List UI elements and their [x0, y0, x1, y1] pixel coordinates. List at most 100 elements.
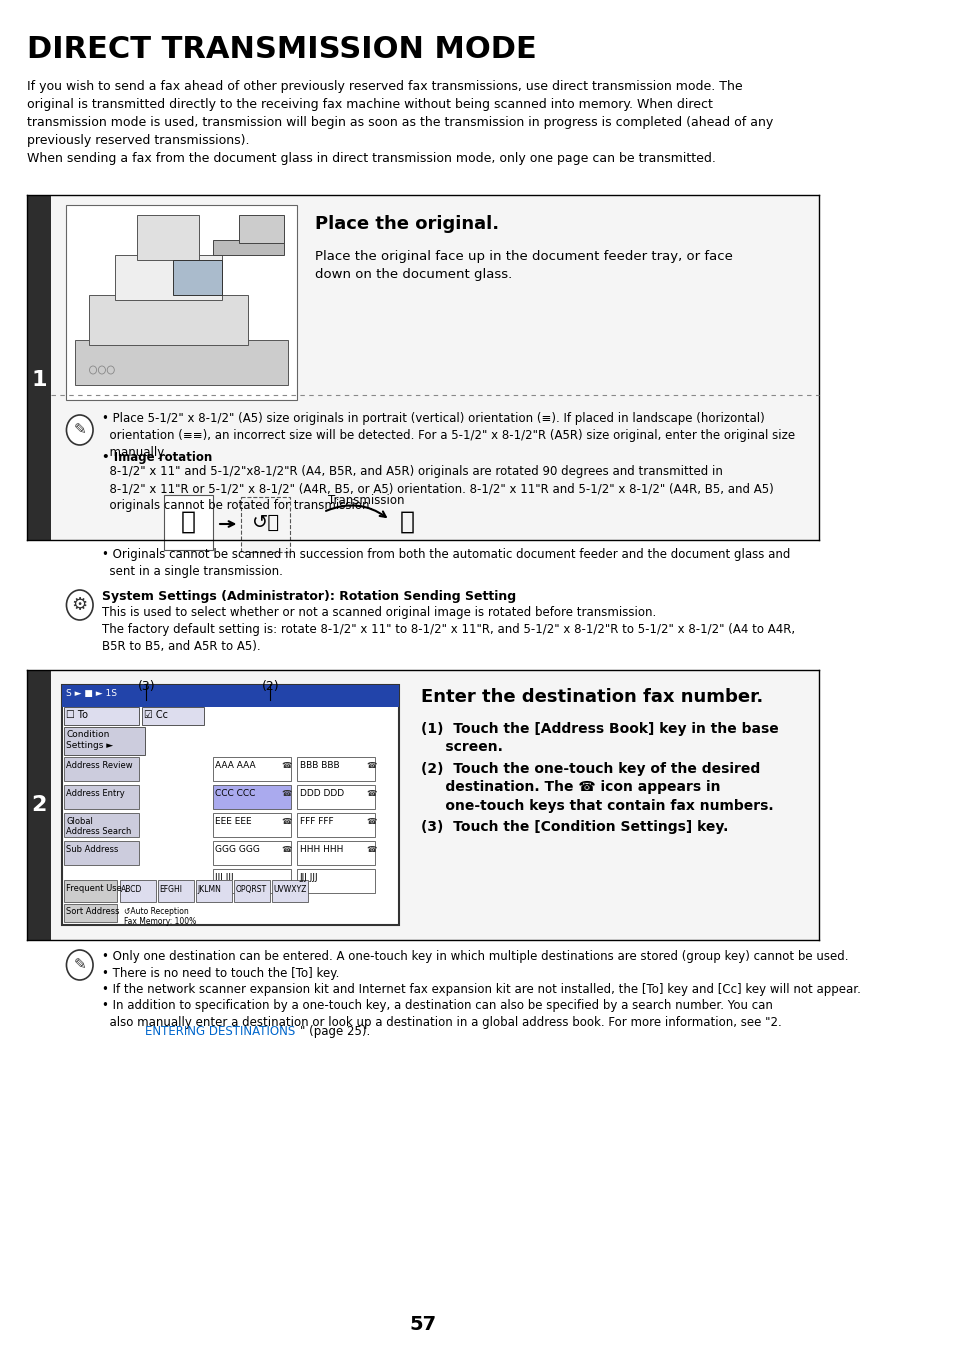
- Text: ↺🌲: ↺🌲: [252, 512, 279, 531]
- Text: ☎: ☎: [366, 817, 375, 825]
- Text: Address Entry: Address Entry: [67, 789, 125, 798]
- Text: ⚙: ⚙: [71, 596, 88, 613]
- Bar: [164, 494, 213, 550]
- Text: ☎: ☎: [281, 761, 292, 770]
- Bar: [272, 880, 308, 902]
- Text: ☎: ☎: [366, 761, 375, 770]
- Text: EFGHI: EFGHI: [159, 885, 182, 894]
- Bar: [64, 904, 117, 921]
- Text: ✎: ✎: [73, 423, 86, 438]
- Bar: [296, 842, 375, 865]
- Text: ✎: ✎: [73, 958, 86, 973]
- Circle shape: [67, 590, 93, 620]
- Text: S ► ■ ► 1S: S ► ■ ► 1S: [67, 689, 117, 698]
- Text: Address Review: Address Review: [67, 761, 133, 770]
- Bar: [296, 813, 375, 838]
- Text: • Place 5-1/2" x 8-1/2" (A5) size originals in portrait (vertical) orientation (: • Place 5-1/2" x 8-1/2" (A5) size origin…: [102, 412, 794, 459]
- Bar: [119, 880, 155, 902]
- Circle shape: [67, 950, 93, 979]
- Bar: [296, 869, 375, 893]
- Text: EEE EEE: EEE EEE: [215, 817, 252, 825]
- Bar: [172, 259, 221, 295]
- Text: DDD DDD: DDD DDD: [299, 789, 343, 798]
- Text: ENTERING DESTINATIONS: ENTERING DESTINATIONS: [145, 1025, 295, 1038]
- Bar: [195, 880, 232, 902]
- Text: • Only one destination can be entered. A one-touch key in which multiple destina: • Only one destination can be entered. A…: [102, 950, 847, 963]
- Bar: [64, 813, 139, 838]
- Text: DIRECT TRANSMISSION MODE: DIRECT TRANSMISSION MODE: [27, 35, 536, 63]
- Text: 🌲: 🌲: [399, 509, 415, 534]
- Text: JKLMN: JKLMN: [197, 885, 221, 894]
- Text: • There is no need to touch the [To] key.: • There is no need to touch the [To] key…: [102, 967, 339, 979]
- Text: 8-1/2" x 11" and 5-1/2"x8-1/2"R (A4, B5R, and A5R) originals are rotated 90 degr: 8-1/2" x 11" and 5-1/2"x8-1/2"R (A4, B5R…: [102, 465, 773, 512]
- Bar: [64, 707, 139, 725]
- Text: Transmission: Transmission: [328, 494, 404, 507]
- Text: 57: 57: [409, 1315, 436, 1333]
- Text: III III: III III: [215, 873, 233, 882]
- Bar: [137, 215, 199, 259]
- Text: (3)  Touch the [Condition Settings] key.: (3) Touch the [Condition Settings] key.: [420, 820, 727, 834]
- Text: Place the original.: Place the original.: [314, 215, 498, 232]
- Text: Sub Address: Sub Address: [67, 844, 119, 854]
- Text: Condition
Settings ►: Condition Settings ►: [67, 730, 113, 750]
- Text: • Originals cannot be scanned in succession from both the automatic document fee: • Originals cannot be scanned in success…: [102, 549, 789, 578]
- Bar: [213, 785, 291, 809]
- Bar: [213, 240, 283, 255]
- Text: ☐ To: ☐ To: [67, 711, 89, 720]
- Bar: [27, 670, 51, 940]
- Text: 2: 2: [31, 794, 47, 815]
- Bar: [64, 842, 139, 865]
- Text: OPQRST: OPQRST: [235, 885, 267, 894]
- Text: Enter the destination fax number.: Enter the destination fax number.: [420, 688, 762, 707]
- Text: BBB BBB: BBB BBB: [299, 761, 338, 770]
- Text: ☎: ☎: [281, 789, 292, 798]
- Text: ☎: ☎: [281, 844, 292, 854]
- Bar: [142, 707, 204, 725]
- Bar: [75, 340, 288, 385]
- Bar: [51, 670, 818, 940]
- Text: Frequent Use: Frequent Use: [67, 884, 122, 893]
- Text: • Image rotation: • Image rotation: [102, 451, 212, 463]
- Text: 1: 1: [31, 370, 47, 390]
- Bar: [233, 880, 270, 902]
- Text: (2): (2): [261, 680, 279, 693]
- Bar: [62, 685, 398, 707]
- Bar: [64, 880, 117, 902]
- Text: UVWXYZ: UVWXYZ: [274, 885, 307, 894]
- Text: If you wish to send a fax ahead of other previously reserved fax transmissions, : If you wish to send a fax ahead of other…: [27, 80, 772, 165]
- Bar: [213, 842, 291, 865]
- Bar: [213, 813, 291, 838]
- Text: GGG GGG: GGG GGG: [215, 844, 260, 854]
- Bar: [62, 685, 398, 925]
- Bar: [296, 757, 375, 781]
- Bar: [241, 497, 290, 553]
- Text: ☎: ☎: [366, 789, 375, 798]
- Bar: [51, 195, 818, 540]
- Bar: [89, 295, 248, 345]
- Bar: [64, 757, 139, 781]
- Text: ☎: ☎: [366, 844, 375, 854]
- Text: ↺Auto Reception
Fax Memory: 100%: ↺Auto Reception Fax Memory: 100%: [124, 907, 196, 927]
- Text: 🌲: 🌲: [180, 509, 195, 534]
- Bar: [213, 757, 291, 781]
- Text: ☎: ☎: [281, 817, 292, 825]
- Text: (1)  Touch the [Address Book] key in the base
     screen.: (1) Touch the [Address Book] key in the …: [420, 721, 778, 754]
- Bar: [27, 195, 51, 540]
- Text: HHH HHH: HHH HHH: [299, 844, 342, 854]
- Text: • If the network scanner expansion kit and Internet fax expansion kit are not in: • If the network scanner expansion kit a…: [102, 984, 860, 996]
- Bar: [157, 880, 193, 902]
- Text: (2)  Touch the one-touch key of the desired
     destination. The ☎ icon appears: (2) Touch the one-touch key of the desir…: [420, 762, 773, 813]
- Text: ☑ Cc: ☑ Cc: [144, 711, 169, 720]
- Text: CCC CCC: CCC CCC: [215, 789, 255, 798]
- Text: Sort Address: Sort Address: [67, 907, 120, 916]
- Bar: [67, 205, 296, 400]
- Text: Place the original face up in the document feeder tray, or face
down on the docu: Place the original face up in the docume…: [314, 250, 732, 281]
- Bar: [64, 785, 139, 809]
- Text: System Settings (Administrator): Rotation Sending Setting: System Settings (Administrator): Rotatio…: [102, 590, 516, 603]
- Text: " (page 25).: " (page 25).: [299, 1025, 370, 1038]
- Bar: [115, 255, 221, 300]
- Bar: [296, 785, 375, 809]
- Circle shape: [67, 415, 93, 444]
- Text: ABCD: ABCD: [121, 885, 143, 894]
- Bar: [213, 869, 291, 893]
